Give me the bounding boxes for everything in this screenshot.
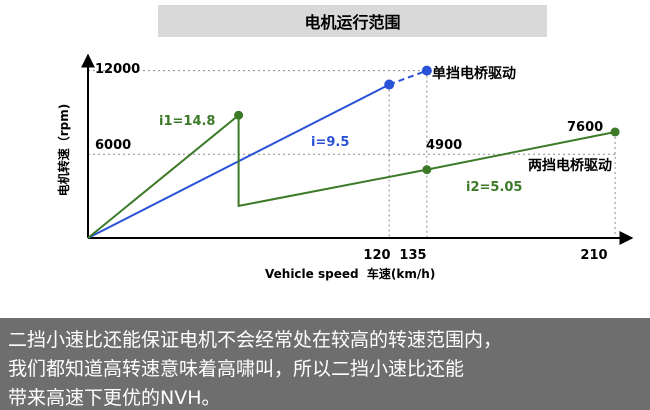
x-tick-label-135: 135 <box>399 248 426 263</box>
annotation-7600: 7600 <box>567 120 603 135</box>
chart-area: 12000 6000 120 135 210 Vehicle speed 车速(… <box>56 53 634 281</box>
chart-title: 电机运行范围 <box>158 5 547 37</box>
data-point-two-gear-210 <box>610 127 620 137</box>
axes <box>81 53 634 245</box>
x-tick-label-210: 210 <box>580 248 607 263</box>
y-tick-label-12000: 12000 <box>95 62 140 77</box>
grid-lines <box>88 70 616 238</box>
series-line-single-gear-extension <box>388 69 428 86</box>
x-tick-label-120: 120 <box>363 248 390 263</box>
data-point-single-gear-120 <box>384 79 395 90</box>
caption-line-1: 二挡小速比还能保证电机不会经常处在较高的转速范围内， <box>8 329 503 351</box>
ratio-label-i1: i1=14.8 <box>159 114 215 129</box>
y-axis-label: 电机转速（rpm) <box>56 104 71 197</box>
series-name-two-gear: 两挡电桥驱动 <box>528 157 612 174</box>
data-point-two-gear-135 <box>422 165 432 175</box>
caption-box: 二挡小速比还能保证电机不会经常处在较高的转速范围内， 我们都知道高转速意味着高啸… <box>0 318 650 410</box>
data-point-single-gear-135 <box>421 65 432 76</box>
series-layer <box>87 65 620 239</box>
annotation-4900: 4900 <box>426 138 462 153</box>
series-line-two-gear <box>87 113 616 239</box>
caption-line-3: 带来高速下更优的NVH。 <box>8 387 221 409</box>
caption-line-2: 我们都知道高转速意味着高啸叫，所以二挡小速比还能 <box>8 358 465 380</box>
ratio-label-i: i=9.5 <box>311 135 349 150</box>
data-point-two-gear-shift <box>234 110 244 120</box>
x-axis-label: Vehicle speed 车速(km/h) <box>265 266 435 281</box>
y-tick-label-6000: 6000 <box>95 138 131 153</box>
series-name-single-gear: 单挡电桥驱动 <box>432 65 516 82</box>
ratio-label-i2: i2=5.05 <box>466 180 522 195</box>
